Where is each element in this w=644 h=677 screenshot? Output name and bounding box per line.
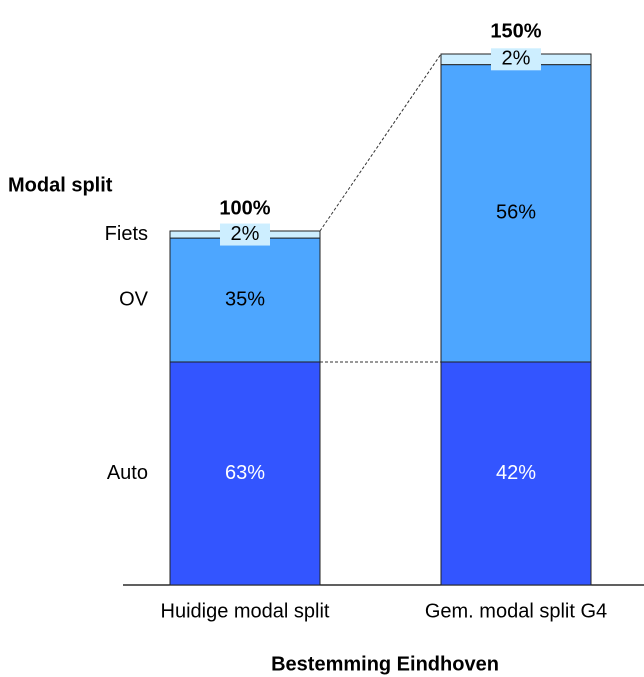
bar-segment [440,361,592,586]
bar-segment [440,64,592,363]
data-label: 2% [231,223,260,245]
total-label: 150% [490,20,541,42]
label-box [491,48,541,71]
total-label: 100% [219,197,270,219]
x-axis-title: Bestemming Eindhoven [271,653,499,675]
legend-title: Modal split [8,174,113,196]
data-label: 56% [496,202,536,224]
bar-segment [169,237,321,363]
legend-label: OV [119,288,149,310]
x-tick-label: Gem. modal split G4 [425,600,607,622]
connector [319,53,442,232]
bar-segment [169,361,321,586]
legend-label: Auto [107,462,148,484]
label-box [220,223,270,246]
data-label: 35% [225,288,265,310]
x-tick-label: Huidige modal split [161,600,330,622]
legend-label: Fiets [105,223,148,245]
data-label: 63% [225,462,265,484]
data-label: 2% [502,48,531,70]
data-label: 42% [496,462,536,484]
